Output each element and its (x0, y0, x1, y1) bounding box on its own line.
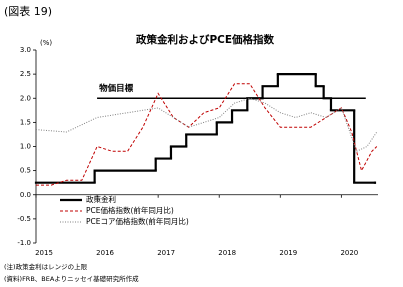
header: (図表 19) (4, 4, 52, 18)
y-tick-label: 2.5 (20, 70, 31, 78)
series-line (36, 83, 378, 186)
series-line (35, 97, 378, 152)
y-tick-label: -1.0 (17, 239, 31, 247)
y-tick-label: 0.0 (20, 191, 31, 199)
legend-label: PCEコア価格指数(前年同月比) (86, 216, 189, 226)
x-tick-label: 2019 (279, 249, 297, 257)
y-unit: (%) (40, 39, 52, 47)
y-tick-label: 3.0 (20, 46, 31, 54)
y-tick-label: 1.5 (20, 118, 31, 126)
x-tick-label: 2017 (157, 249, 175, 257)
y-tick-label: 1.0 (20, 143, 31, 151)
y-tick-label: 0.5 (20, 167, 31, 175)
y-tick-label: 2.0 (20, 94, 31, 102)
y-tick-label: -0.5 (17, 215, 31, 223)
legend-label: 政策金利 (86, 194, 116, 204)
x-tick-label: 2020 (340, 249, 358, 257)
note: (注)政策金利はレンジの上限 (4, 262, 88, 271)
legend-label: PCE価格指数(前年同月比) (86, 205, 174, 215)
x-tick-label: 2016 (96, 249, 114, 257)
target-label: 物価目標 (99, 83, 134, 94)
x-tick-label: 2015 (35, 249, 53, 257)
chart-title: 政策金利およびPCE価格指数 (136, 33, 275, 46)
x-tick-label: 2018 (218, 249, 236, 257)
note: (資料)FRB、BEAよりニッセイ基礎研究所作成 (4, 274, 139, 283)
